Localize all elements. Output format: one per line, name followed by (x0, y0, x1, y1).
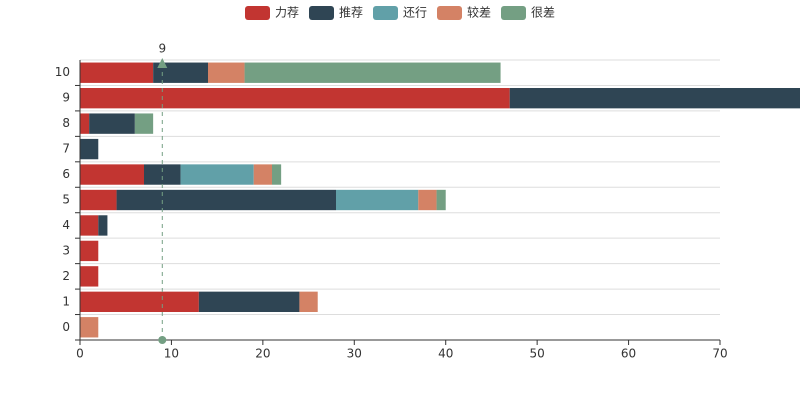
mark-line-label: 9 (158, 42, 166, 56)
x-tick-label: 10 (164, 347, 179, 361)
y-tick-label: 7 (62, 142, 70, 156)
bar-segment (89, 113, 135, 134)
y-tick-label: 4 (62, 218, 70, 232)
bar-segment (98, 215, 108, 236)
bar-segment (80, 138, 99, 160)
mark-line-arrow (157, 58, 168, 68)
bar-segment (244, 62, 501, 83)
bar-segment (80, 113, 90, 134)
legend-label: 很差 (531, 6, 555, 20)
legend-label: 还行 (403, 6, 427, 20)
x-tick-label: 0 (76, 347, 84, 361)
bar-segment (253, 164, 272, 185)
legend-label: 力荐 (275, 6, 299, 20)
x-tick-label: 50 (530, 347, 545, 361)
y-tick-label: 6 (62, 167, 70, 181)
bar-segment (80, 291, 199, 312)
bar-segment (80, 240, 99, 262)
bar-segment (116, 189, 336, 211)
y-tick-label: 9 (62, 91, 70, 105)
bar-segment (418, 189, 437, 211)
y-tick-label: 2 (62, 269, 70, 283)
bar-segment (80, 164, 144, 185)
bar-segment (436, 189, 446, 211)
bar-segment (180, 164, 254, 185)
bar-segment (80, 266, 99, 287)
legend-label: 推荐 (339, 6, 363, 20)
x-tick-label: 70 (712, 347, 727, 361)
bar-segment (336, 189, 419, 211)
y-tick-label: 0 (62, 320, 70, 334)
y-tick-label: 5 (62, 193, 70, 207)
x-tick-label: 30 (347, 347, 362, 361)
bar-segment (144, 164, 181, 185)
x-tick-label: 20 (255, 347, 270, 361)
bar-segment (80, 317, 99, 338)
legend-swatch (373, 6, 398, 20)
bar-segment (80, 62, 154, 83)
x-tick-label: 60 (621, 347, 636, 361)
legend-swatch (501, 6, 526, 20)
bar-segment (509, 88, 800, 109)
y-tick-label: 10 (55, 65, 70, 79)
mark-line-start (158, 336, 167, 344)
legend-label: 较差 (467, 5, 491, 20)
legend-swatch (309, 6, 334, 20)
legend-swatch (437, 6, 462, 20)
y-tick-label: 1 (62, 294, 70, 308)
bar-segment (80, 88, 510, 109)
bar-segment (80, 215, 99, 236)
bar-segment (80, 189, 117, 211)
bar-segment (272, 164, 282, 185)
legend-swatch (245, 6, 270, 20)
bar-segment (198, 291, 300, 312)
y-tick-label: 3 (62, 243, 70, 257)
bar-segment (299, 291, 318, 312)
x-tick-label: 40 (438, 347, 453, 361)
y-tick-label: 8 (62, 116, 70, 130)
bar-segment (134, 113, 154, 134)
bar-segment (208, 62, 245, 83)
